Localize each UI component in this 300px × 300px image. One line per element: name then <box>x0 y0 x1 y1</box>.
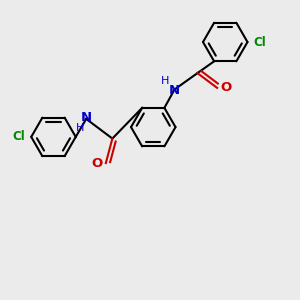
Text: N: N <box>81 111 92 124</box>
Text: Cl: Cl <box>254 35 266 49</box>
Text: Cl: Cl <box>12 130 25 143</box>
Text: H: H <box>160 76 169 86</box>
Text: O: O <box>220 81 232 94</box>
Text: O: O <box>91 157 102 169</box>
Text: N: N <box>169 84 180 97</box>
Text: H: H <box>76 123 85 133</box>
